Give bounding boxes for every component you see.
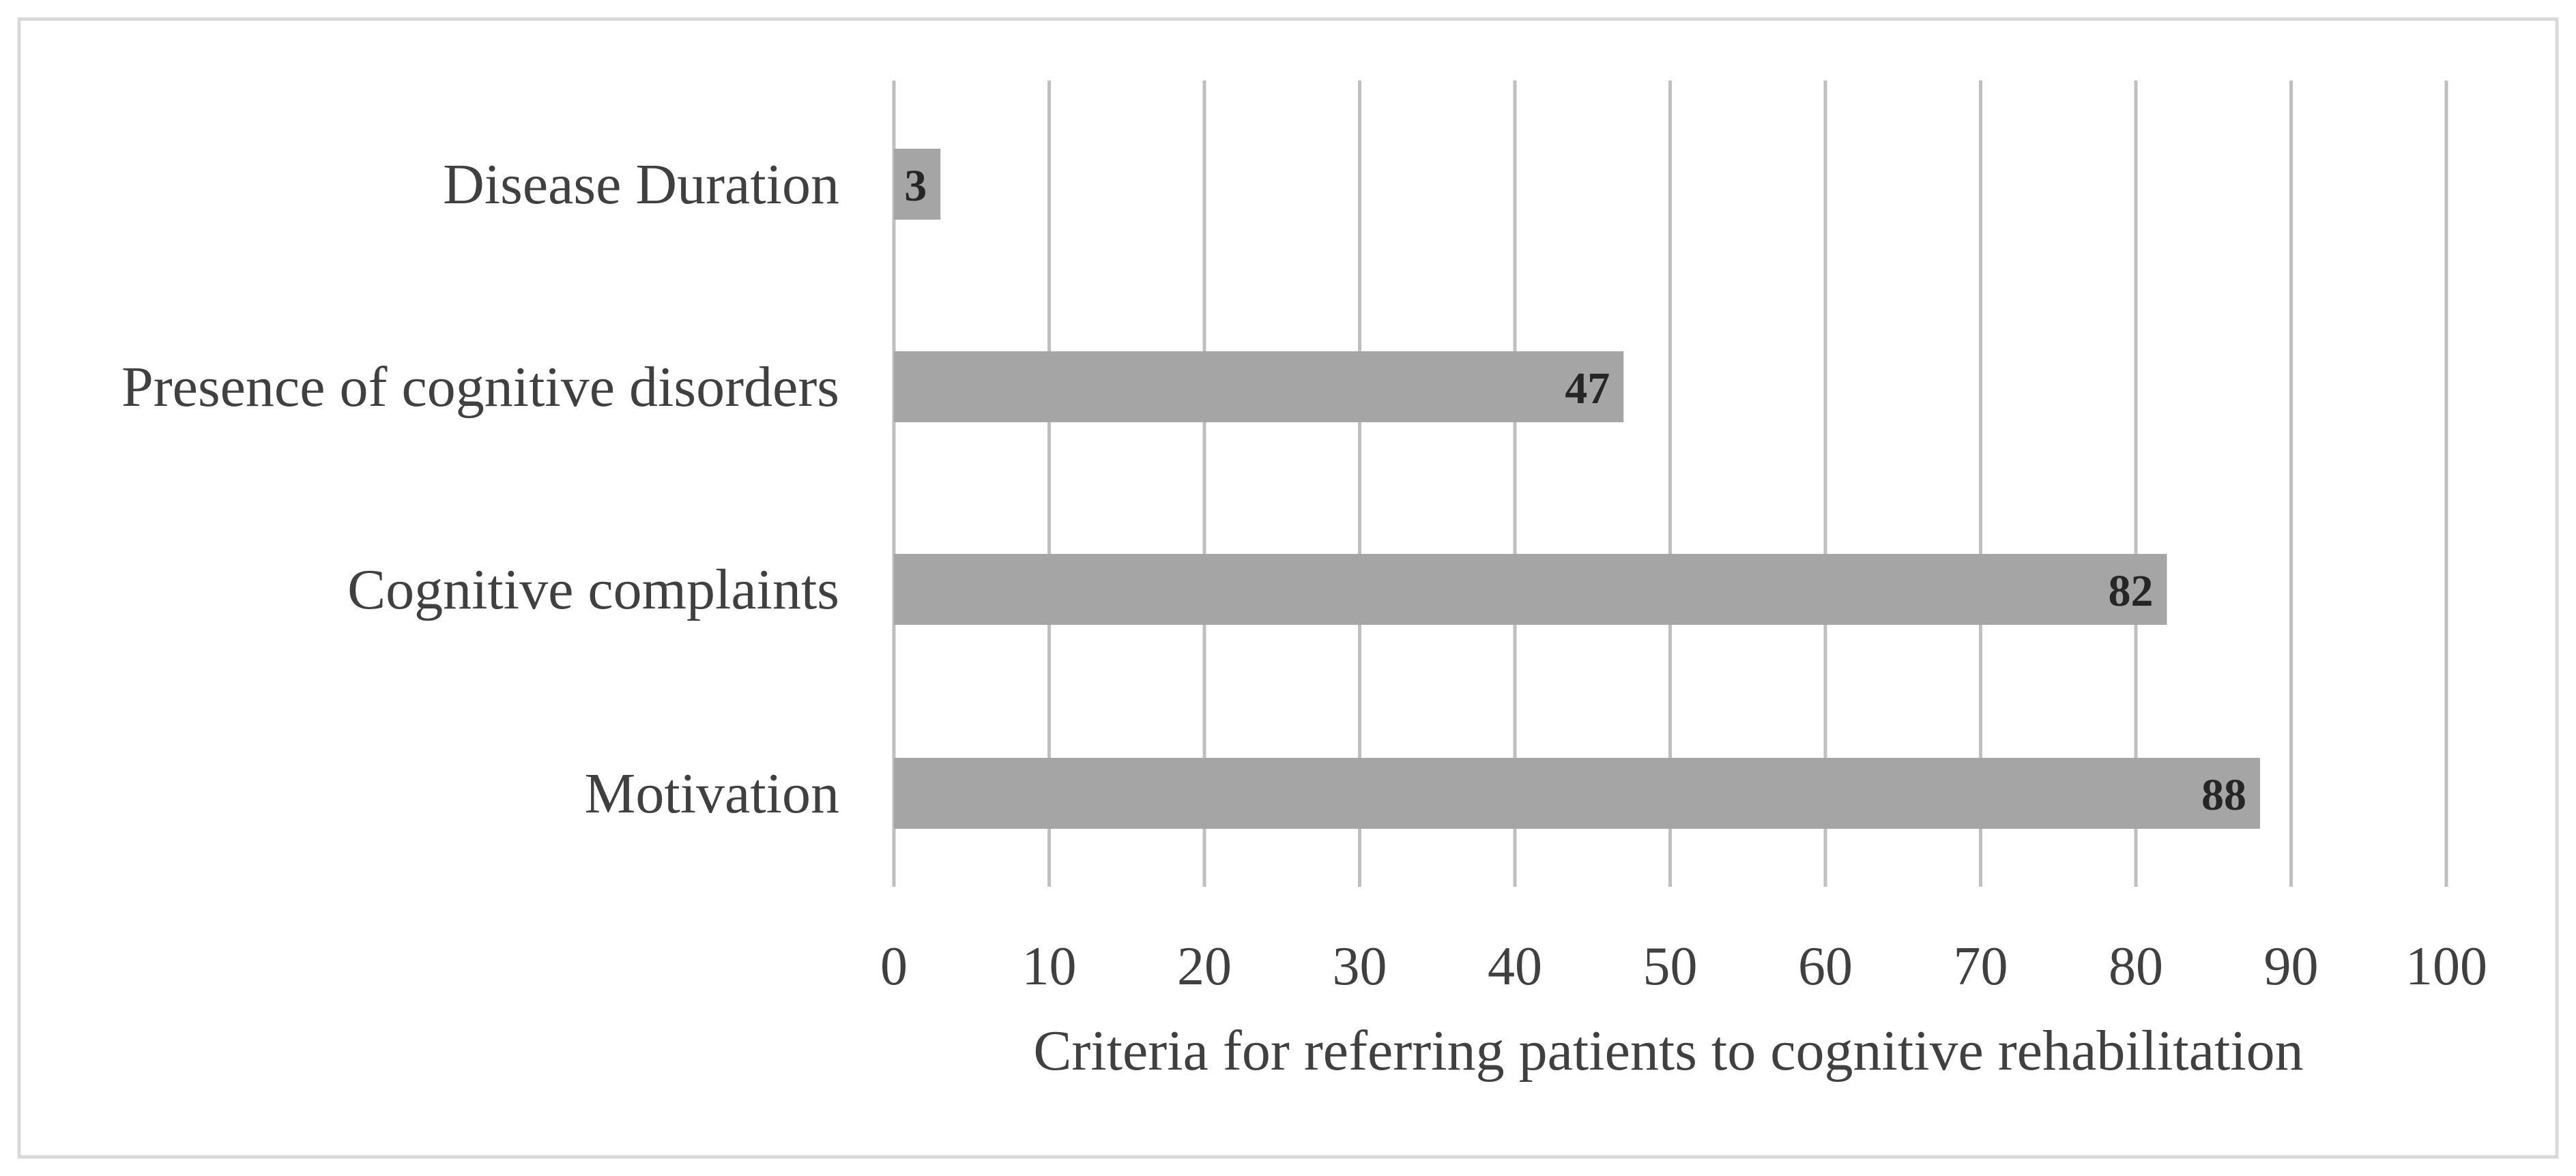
- x-tick-label: 80: [2109, 937, 2163, 997]
- bar: [894, 758, 2260, 829]
- bar: [894, 554, 2167, 625]
- category-label: Presence of cognitive disorders: [121, 355, 839, 419]
- data-label: 88: [2201, 770, 2246, 820]
- category-label: Motivation: [585, 762, 839, 825]
- x-tick-label: 0: [880, 937, 908, 997]
- data-label: 47: [1565, 364, 1610, 413]
- x-tick-label: 60: [1798, 937, 1853, 997]
- category-label: Disease Duration: [443, 153, 839, 216]
- bars: 3 47 82 88: [894, 149, 2260, 829]
- category-label: Cognitive complaints: [347, 558, 839, 621]
- x-tick-labels: 0 10 20 30 40 50 60 70 80 90 100: [880, 937, 2487, 997]
- x-tick-label: 90: [2264, 937, 2319, 997]
- bar: [894, 149, 941, 220]
- bar: [894, 351, 1624, 422]
- x-tick-label: 40: [1488, 937, 1542, 997]
- x-tick-label: 20: [1177, 937, 1232, 997]
- data-label: 82: [2109, 566, 2154, 616]
- x-tick-label: 10: [1022, 937, 1077, 997]
- x-axis-title: Criteria for referring patients to cogni…: [1033, 1019, 2303, 1083]
- data-label: 3: [904, 161, 927, 211]
- x-tick-label: 70: [1954, 937, 2008, 997]
- x-tick-label: 100: [2405, 937, 2487, 997]
- x-tick-label: 50: [1643, 937, 1698, 997]
- category-labels: Disease Duration Presence of cognitive di…: [121, 153, 839, 825]
- x-tick-label: 30: [1333, 937, 1387, 997]
